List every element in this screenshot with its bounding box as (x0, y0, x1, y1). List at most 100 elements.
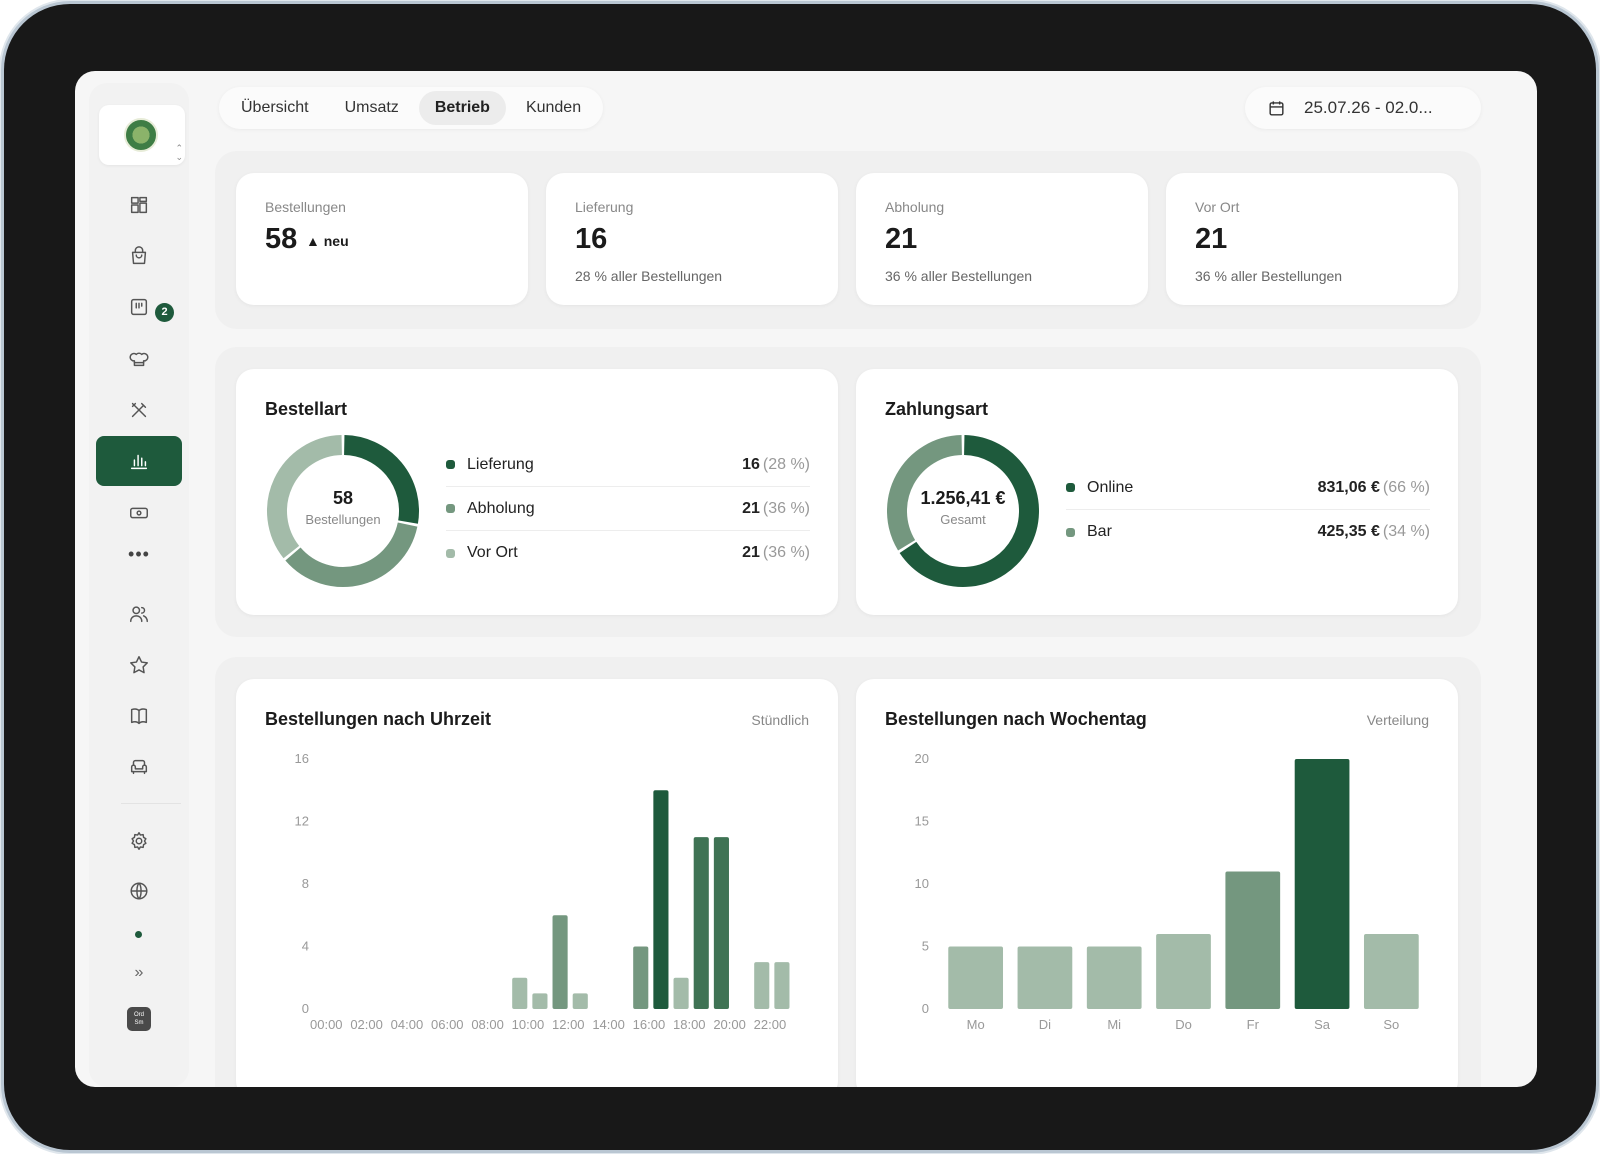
zahlungsart-slice-1 (887, 435, 963, 551)
y-tick-label: 20 (915, 751, 929, 766)
x-tick-label: 16:00 (633, 1017, 666, 1032)
weekday-bar-chart: 0 5 10 15 20 Mo Di Mi Do Fr Sa So (915, 751, 1419, 1032)
stat-trend: ▲ neu (306, 233, 349, 249)
chart-bar (512, 977, 528, 1009)
chart-bar (1225, 871, 1281, 1009)
chart-bar (653, 790, 669, 1009)
donut-center: 1.256,41 € Gesamt (885, 488, 1041, 527)
x-tick-label: 10:00 (512, 1017, 545, 1032)
chart-bar (1086, 946, 1142, 1009)
chef-hat-icon[interactable] (96, 339, 182, 379)
star-icon[interactable] (96, 645, 182, 685)
legend-label: Lieferung (467, 455, 534, 473)
book-icon[interactable] (96, 696, 182, 736)
donut-center-value: 1.256,41 € (920, 488, 1006, 508)
legend-swatch (446, 460, 455, 469)
x-tick-label: Do (1175, 1017, 1192, 1032)
tab-uebersicht[interactable]: Übersicht (241, 99, 309, 116)
x-tick-label: Mi (1107, 1017, 1121, 1032)
stat-value: 58 (265, 223, 298, 255)
stat-label: Lieferung (575, 199, 634, 215)
analytics-nav-item[interactable] (96, 436, 182, 486)
users-icon[interactable] (96, 594, 182, 634)
status-dot (135, 931, 142, 938)
chevron-updown-icon: ⌃ ⌄ (175, 143, 183, 162)
card-title: Zahlungsart (885, 399, 989, 419)
y-tick-label: 15 (915, 814, 929, 829)
chart-bar (693, 837, 709, 1009)
legend-value: 425,35 € (1317, 523, 1380, 540)
chart-bar (532, 993, 548, 1009)
legend-item-lieferung: Lieferung 16 (28 %) (446, 443, 810, 487)
y-tick-label: 16 (295, 751, 309, 766)
stat-card-vor-ort: Vor Ort 21 36 % aller Bestellungen (1166, 173, 1458, 305)
tab-betrieb[interactable]: Betrieb (418, 91, 506, 125)
date-range-text: 25.07.26 - 02.0... (1304, 98, 1433, 117)
bestellart-donut (267, 435, 419, 587)
x-tick-label: Di (1039, 1017, 1051, 1032)
dashboard-icon[interactable] (96, 185, 182, 225)
legend-item-bar: Bar 425,35 € (34 %) (1066, 510, 1430, 554)
weekday-chart-card: Bestellungen nach Wochentag Verteilung 0… (856, 679, 1458, 1087)
legend-item-abholung: Abholung 21 (36 %) (446, 487, 810, 531)
y-tick-label: 4 (302, 939, 309, 954)
stat-value: 21 (885, 223, 918, 255)
legend-label: Vor Ort (467, 544, 518, 561)
tab-umsatz[interactable]: Umsatz (344, 99, 399, 116)
stat-label: Vor Ort (1195, 199, 1240, 215)
x-tick-label: 22:00 (754, 1017, 787, 1032)
stat-value: 16 (575, 223, 608, 255)
settings-icon[interactable] (96, 821, 182, 861)
stat-card-lieferung: Lieferung 16 28 % aller Bestellungen (546, 173, 838, 305)
sofa-icon[interactable] (96, 747, 182, 787)
hourly-chart-card: Bestellungen nach Uhrzeit Stündlich 0 4 8 1… (236, 679, 838, 1087)
card-title: Bestellart (265, 399, 348, 419)
tab-bar: Übersicht Umsatz Betrieb Kunden (219, 87, 604, 129)
legend-pct: (34 %) (1382, 523, 1430, 540)
chart-bar (1156, 934, 1211, 1009)
zahlungsart-donut (887, 435, 1039, 587)
x-tick-label: 06:00 (431, 1017, 464, 1032)
x-tick-label: So (1383, 1017, 1399, 1032)
stat-card-abholung: Abholung 21 36 % aller Bestellungen (856, 173, 1148, 305)
utensils-icon[interactable] (96, 390, 182, 430)
legend-value: 831,06 € (1317, 478, 1380, 496)
shopping-bag-icon[interactable] (96, 236, 182, 276)
stat-value: 21 (1195, 223, 1228, 255)
legend-value: 21 (742, 499, 760, 517)
legend-item-vor-ort: Vor Ort 21 (36 %) (446, 531, 810, 575)
legend-pct: (36 %) (762, 499, 810, 517)
stat-label: Abholung (885, 199, 945, 215)
donut-center-value: 58 (332, 488, 354, 508)
legend-label: Online (1087, 478, 1134, 496)
chart-mode: Verteilung (1366, 712, 1429, 728)
menu-board-icon[interactable] (96, 287, 182, 327)
y-tick-label: 12 (295, 814, 309, 829)
legend-swatch (446, 548, 455, 558)
more-icon[interactable]: ••• (128, 544, 150, 564)
legend-swatch (1066, 527, 1075, 537)
chart-bar (673, 977, 689, 1009)
x-tick-label: 20:00 (713, 1017, 746, 1032)
restaurant-switcher[interactable]: ⌃ ⌄ (99, 105, 185, 165)
cash-icon[interactable] (96, 493, 182, 533)
globe-icon[interactable] (96, 871, 182, 911)
restaurant-logo (124, 118, 158, 152)
legend-pct: (36 %) (762, 544, 810, 561)
x-tick-label: 14:00 (592, 1017, 625, 1032)
donut-center-label: Bestellungen (305, 512, 381, 527)
date-range-picker[interactable]: 25.07.26 - 02.0... (1245, 87, 1481, 129)
bar-chart-icon (130, 454, 148, 470)
calendar-icon (1269, 100, 1284, 116)
legend-swatch (1066, 483, 1075, 492)
bestellart-slice-2 (267, 435, 343, 559)
brand-logo: Ord Sm (127, 1007, 151, 1031)
orders-badge: 2 (155, 303, 174, 322)
y-tick-label: 5 (922, 939, 929, 954)
tab-kunden[interactable]: Kunden (525, 99, 582, 116)
legend-pct: (28 %) (762, 455, 810, 473)
expand-icon[interactable]: » (134, 964, 144, 981)
chart-bar (713, 837, 729, 1009)
stat-label: Bestellungen (265, 199, 346, 215)
x-tick-label: 00:00 (310, 1017, 343, 1032)
